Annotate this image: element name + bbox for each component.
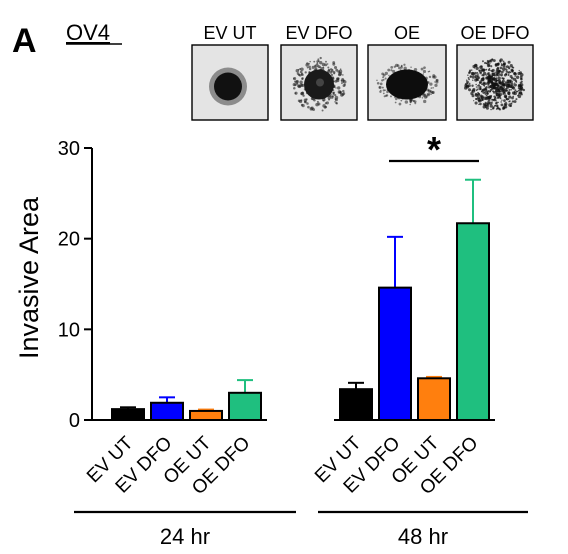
y-axis: 0 10 20 30 <box>58 138 93 432</box>
bar <box>189 409 223 421</box>
bar <box>339 388 373 422</box>
y-tick-label: 20 <box>58 229 80 251</box>
bar <box>111 408 145 421</box>
image-label: EV UT <box>203 23 256 43</box>
image-label: OE <box>394 23 420 43</box>
bar <box>456 222 490 421</box>
spheroid-image <box>456 44 534 121</box>
spheroid-image <box>191 44 269 121</box>
bar <box>228 391 262 421</box>
y-tick-label: 10 <box>58 319 80 341</box>
spheroid-image <box>367 44 447 121</box>
panel-letter: A <box>12 22 37 60</box>
y-tick-label: 0 <box>69 410 80 432</box>
y-axis-title: Invasive Area <box>14 196 44 359</box>
spheroid-image <box>280 44 358 121</box>
significance-star: * <box>427 129 441 170</box>
image-label: OE DFO <box>460 23 529 43</box>
image-label: EV DFO <box>285 23 352 43</box>
representative-images: EV UT EV DFO OE OE DFO <box>191 23 534 121</box>
bars <box>92 178 495 422</box>
cell-line-label: OV4 <box>66 20 110 45</box>
bar <box>378 286 412 422</box>
bar <box>417 377 451 421</box>
group-brackets: 24 hr 48 hr <box>74 510 528 549</box>
group-label: 24 hr <box>160 524 210 549</box>
y-tick-label: 30 <box>58 138 80 160</box>
bar <box>150 401 184 422</box>
significance-annotation: * <box>389 129 479 170</box>
group-label: 48 hr <box>398 524 448 549</box>
